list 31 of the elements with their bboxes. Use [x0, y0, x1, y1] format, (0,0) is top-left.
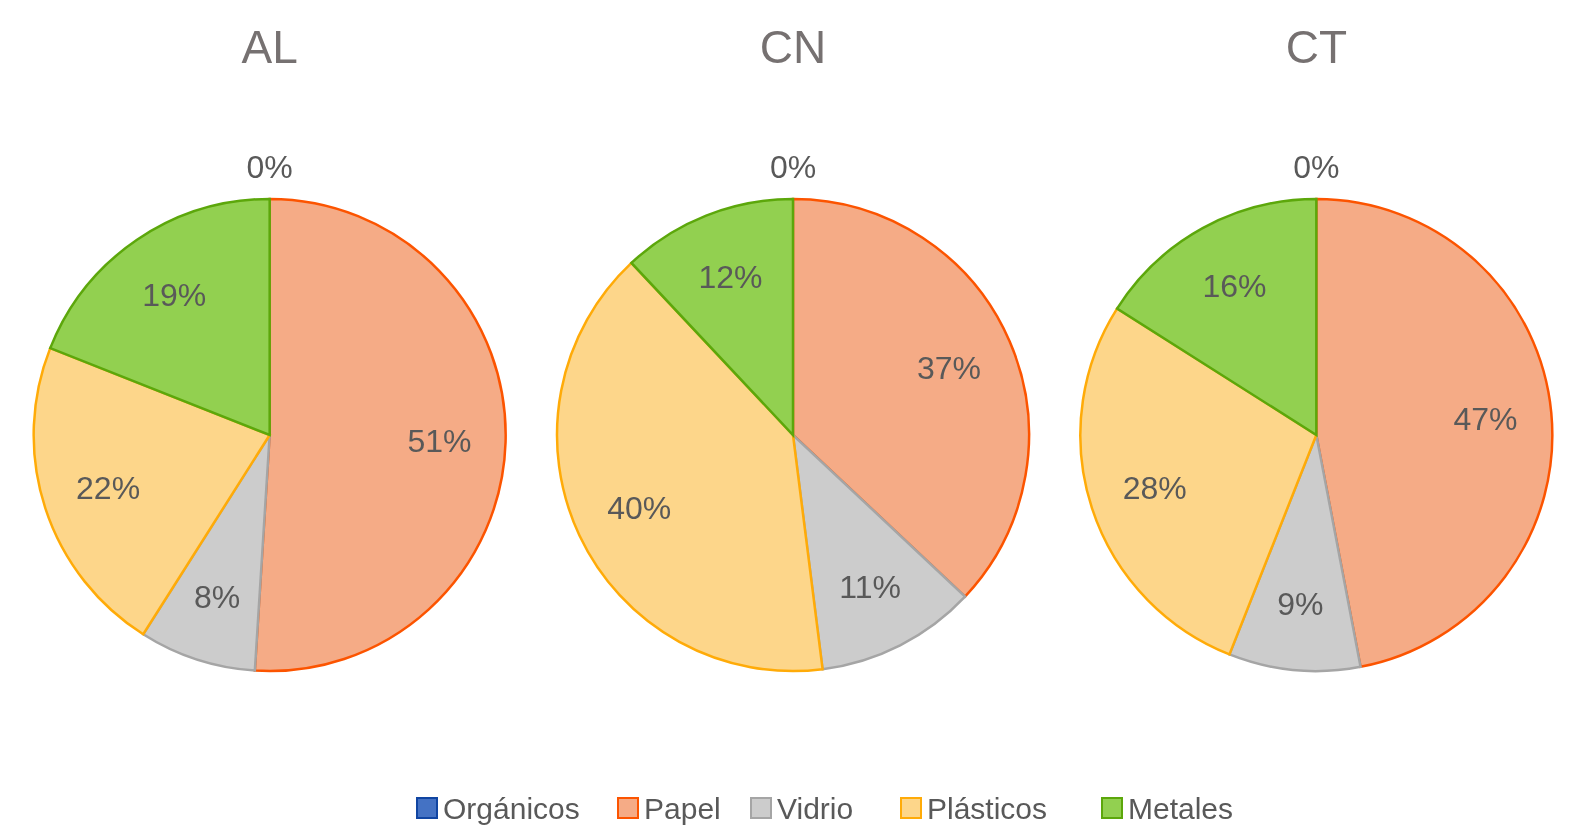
legend-label: Plásticos	[927, 791, 1048, 825]
legend-label: Papel	[644, 791, 721, 825]
data-label: 40%	[607, 489, 672, 526]
data-label: 28%	[1122, 469, 1187, 506]
pie-slice	[791, 197, 1031, 598]
pie-slice	[1115, 197, 1318, 437]
legend-label: Orgánicos	[443, 791, 580, 825]
data-label: 8%	[194, 578, 241, 615]
text: 0%	[769, 149, 817, 186]
legend-label: Metales	[1128, 791, 1234, 825]
pie-slice	[48, 197, 271, 437]
chart-title: CT	[1285, 21, 1347, 73]
chart-title: CN	[759, 21, 827, 73]
data-label: 11%	[839, 568, 901, 605]
data-label: 47%	[1453, 401, 1518, 438]
data-label: 12%	[698, 259, 763, 296]
data-label: 19%	[142, 276, 207, 313]
pie-slice	[791, 433, 967, 671]
data-label: 37%	[916, 349, 981, 386]
pie-slice	[630, 197, 795, 437]
text: 0%	[1293, 149, 1340, 186]
text: 0%	[246, 149, 293, 186]
pie-slice	[556, 261, 824, 673]
chart-title: AL	[241, 21, 298, 73]
data-label: 9%	[1277, 586, 1324, 623]
pie-slice	[32, 346, 271, 636]
data-label: 51%	[407, 422, 472, 459]
legend-label: Vidrio	[777, 791, 854, 825]
pie-slice	[253, 197, 507, 672]
data-label: 22%	[76, 469, 141, 506]
data-label: 16%	[1202, 268, 1267, 305]
